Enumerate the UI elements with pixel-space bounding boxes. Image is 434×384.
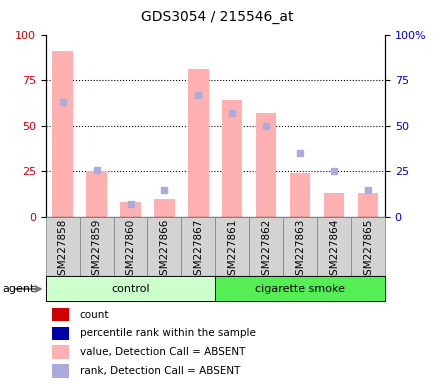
Bar	[120, 202, 140, 217]
Text: cigarette smoke: cigarette smoke	[255, 284, 344, 294]
Bar	[147, 217, 181, 276]
Bar	[53, 308, 69, 321]
Text: agent: agent	[2, 284, 34, 294]
Bar	[357, 193, 377, 217]
Bar	[350, 217, 384, 276]
Bar	[222, 100, 242, 217]
Text: GSM227860: GSM227860	[125, 219, 135, 282]
Bar	[289, 173, 309, 217]
Bar	[46, 217, 79, 276]
Text: rank, Detection Call = ABSENT: rank, Detection Call = ABSENT	[79, 366, 240, 376]
Bar	[79, 217, 113, 276]
Text: percentile rank within the sample: percentile rank within the sample	[79, 328, 255, 338]
Bar	[113, 217, 147, 276]
Text: GSM227859: GSM227859	[92, 219, 101, 282]
Bar	[249, 217, 283, 276]
Bar	[181, 217, 215, 276]
Text: GSM227866: GSM227866	[159, 219, 169, 282]
Bar	[316, 217, 350, 276]
Bar	[46, 276, 215, 301]
Bar	[53, 345, 69, 359]
Text: GSM227861: GSM227861	[227, 219, 237, 282]
Bar	[215, 276, 384, 301]
Bar	[256, 113, 276, 217]
Bar	[53, 51, 72, 217]
Bar	[283, 217, 316, 276]
Text: GDS3054 / 215546_at: GDS3054 / 215546_at	[141, 10, 293, 23]
Text: GSM227863: GSM227863	[295, 219, 304, 282]
Bar	[154, 199, 174, 217]
Bar	[86, 171, 106, 217]
Text: value, Detection Call = ABSENT: value, Detection Call = ABSENT	[79, 347, 244, 357]
Text: count: count	[79, 310, 109, 319]
Bar	[53, 326, 69, 340]
Bar	[188, 69, 208, 217]
Bar	[215, 217, 249, 276]
Text: control: control	[111, 284, 149, 294]
Text: GSM227865: GSM227865	[362, 219, 372, 282]
Bar	[53, 364, 69, 377]
Text: GSM227864: GSM227864	[329, 219, 338, 282]
Bar	[323, 193, 343, 217]
Text: GSM227867: GSM227867	[193, 219, 203, 282]
Text: GSM227862: GSM227862	[261, 219, 270, 282]
Text: GSM227858: GSM227858	[58, 219, 67, 282]
